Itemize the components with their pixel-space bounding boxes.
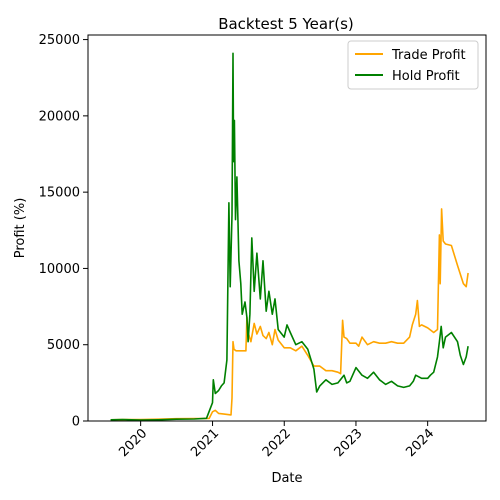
- y-tick-label: 25000: [39, 33, 80, 48]
- legend: Trade Profit Hold Profit: [347, 40, 479, 90]
- x-axis-label: Date: [271, 471, 302, 486]
- y-axis-label: Profit (%): [13, 198, 28, 259]
- legend-label-trade: Trade Profit: [391, 48, 466, 63]
- y-tick-label: 0: [72, 415, 80, 430]
- y-tick-label: 5000: [47, 338, 80, 353]
- series-layer: [110, 52, 469, 421]
- y-tick-label: 10000: [39, 262, 80, 277]
- series-line-trade-profit: [110, 208, 469, 421]
- chart-title: Backtest 5 Year(s): [218, 15, 354, 33]
- y-axis: 0 5000 10000 15000 20000 25000: [39, 33, 88, 430]
- y-tick-label: 15000: [39, 186, 80, 201]
- series-line-hold-profit: [110, 52, 469, 421]
- axes-frame: [87, 34, 487, 422]
- plot-area: [87, 34, 487, 422]
- legend-label-hold: Hold Profit: [392, 69, 460, 84]
- y-tick-label: 20000: [39, 109, 80, 124]
